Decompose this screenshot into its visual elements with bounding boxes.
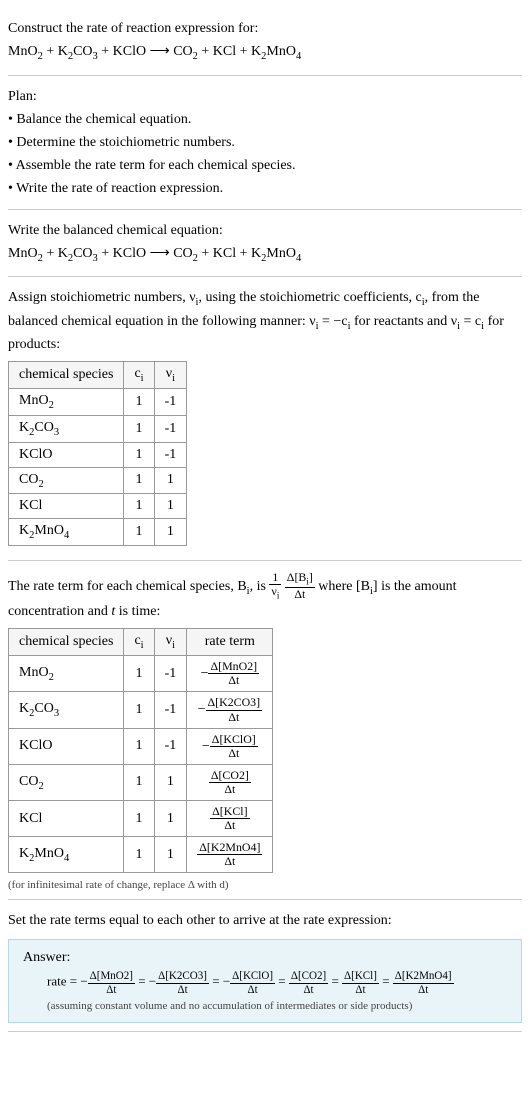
balanced-equation: MnO2 + K2CO3 + KClO ⟶ CO2 + KCl + K2MnO4 <box>8 243 522 267</box>
cell-nu: -1 <box>154 442 187 467</box>
cell-species: KCl <box>9 801 124 837</box>
table-header-row: chemical species ci νi rate term <box>9 629 273 656</box>
cell-c: 1 <box>124 494 154 519</box>
cell-rate: −Δ[KClO]Δt <box>187 728 273 764</box>
cell-nu: -1 <box>154 728 187 764</box>
section-rateterm: The rate term for each chemical species,… <box>8 561 522 900</box>
stoich-table: chemical species ci νi MnO21-1 K2CO31-1 … <box>8 361 187 546</box>
section-balanced: Write the balanced chemical equation: Mn… <box>8 210 522 278</box>
cell-nu: 1 <box>154 467 187 494</box>
cell-species: MnO2 <box>9 388 124 415</box>
cell-nu: 1 <box>154 519 187 546</box>
answer-assumption: (assuming constant volume and no accumul… <box>47 1000 507 1012</box>
col-nu: νi <box>154 629 187 656</box>
rateterm-formula: 1νi Δ[Bi]Δt <box>269 579 314 594</box>
col-nu: νi <box>154 362 187 389</box>
cell-c: 1 <box>124 801 154 837</box>
cell-nu: 1 <box>154 801 187 837</box>
cell-species: K2MnO4 <box>9 837 124 873</box>
cell-c: 1 <box>124 728 154 764</box>
section-stoich: Assign stoichiometric numbers, νi, using… <box>8 277 522 561</box>
balanced-label: Write the balanced chemical equation: <box>8 220 522 241</box>
section-intro: Construct the rate of reaction expressio… <box>8 8 522 76</box>
table-row: KClO1-1−Δ[KClO]Δt <box>9 728 273 764</box>
answer-label: Answer: <box>23 950 507 966</box>
answer-box: Answer: rate = −Δ[MnO2]Δt = −Δ[K2CO3]Δt … <box>8 939 522 1022</box>
table-row: MnO21-1−Δ[MnO2]Δt <box>9 656 273 692</box>
table-row: K2CO31-1 <box>9 415 187 442</box>
table-row: K2CO31-1−Δ[K2CO3]Δt <box>9 692 273 728</box>
cell-species: K2CO3 <box>9 415 124 442</box>
cell-nu: 1 <box>154 494 187 519</box>
section-plan: Plan: • Balance the chemical equation. •… <box>8 76 522 210</box>
plan-item: • Assemble the rate term for each chemic… <box>8 155 522 176</box>
table-row: CO211Δ[CO2]Δt <box>9 764 273 800</box>
cell-c: 1 <box>124 467 154 494</box>
rateterm-note: (for infinitesimal rate of change, repla… <box>8 879 522 891</box>
cell-nu: -1 <box>154 415 187 442</box>
cell-rate: Δ[CO2]Δt <box>187 764 273 800</box>
cell-nu: 1 <box>154 764 187 800</box>
cell-species: CO2 <box>9 467 124 494</box>
plan-item: • Balance the chemical equation. <box>8 109 522 130</box>
cell-nu: 1 <box>154 837 187 873</box>
col-c: ci <box>124 629 154 656</box>
final-prompt: Set the rate terms equal to each other t… <box>8 910 522 931</box>
cell-c: 1 <box>124 388 154 415</box>
rateterm-text-pre: The rate term for each chemical species,… <box>8 579 269 594</box>
cell-c: 1 <box>124 764 154 800</box>
plan-item: • Determine the stoichiometric numbers. <box>8 132 522 153</box>
col-species: chemical species <box>9 629 124 656</box>
cell-nu: -1 <box>154 692 187 728</box>
cell-rate: Δ[K2MnO4]Δt <box>187 837 273 873</box>
cell-rate: −Δ[K2CO3]Δt <box>187 692 273 728</box>
cell-species: K2MnO4 <box>9 519 124 546</box>
col-rate: rate term <box>187 629 273 656</box>
rateterm-text: The rate term for each chemical species,… <box>8 571 522 622</box>
section-final: Set the rate terms equal to each other t… <box>8 900 522 1031</box>
cell-nu: -1 <box>154 656 187 692</box>
cell-c: 1 <box>124 656 154 692</box>
intro-title: Construct the rate of reaction expressio… <box>8 18 522 39</box>
cell-species: CO2 <box>9 764 124 800</box>
cell-c: 1 <box>124 415 154 442</box>
cell-rate: −Δ[MnO2]Δt <box>187 656 273 692</box>
stoich-text: Assign stoichiometric numbers, νi, using… <box>8 287 522 355</box>
cell-nu: -1 <box>154 388 187 415</box>
table-row: K2MnO411 <box>9 519 187 546</box>
table-row: KCl11 <box>9 494 187 519</box>
cell-c: 1 <box>124 519 154 546</box>
cell-species: MnO2 <box>9 656 124 692</box>
cell-rate: Δ[KCl]Δt <box>187 801 273 837</box>
col-c: ci <box>124 362 154 389</box>
cell-c: 1 <box>124 837 154 873</box>
cell-c: 1 <box>124 442 154 467</box>
col-species: chemical species <box>9 362 124 389</box>
cell-species: KClO <box>9 442 124 467</box>
table-row: KCl11Δ[KCl]Δt <box>9 801 273 837</box>
rateterm-table: chemical species ci νi rate term MnO21-1… <box>8 628 273 873</box>
cell-species: KCl <box>9 494 124 519</box>
plan-label: Plan: <box>8 86 522 107</box>
table-row: K2MnO411Δ[K2MnO4]Δt <box>9 837 273 873</box>
table-header-row: chemical species ci νi <box>9 362 187 389</box>
table-row: MnO21-1 <box>9 388 187 415</box>
table-row: KClO1-1 <box>9 442 187 467</box>
intro-equation: MnO2 + K2CO3 + KClO ⟶ CO2 + KCl + K2MnO4 <box>8 41 522 65</box>
plan-item: • Write the rate of reaction expression. <box>8 178 522 199</box>
cell-c: 1 <box>124 692 154 728</box>
table-row: CO211 <box>9 467 187 494</box>
cell-species: K2CO3 <box>9 692 124 728</box>
cell-species: KClO <box>9 728 124 764</box>
answer-rate-expression: rate = −Δ[MnO2]Δt = −Δ[K2CO3]Δt = −Δ[KCl… <box>47 970 507 995</box>
